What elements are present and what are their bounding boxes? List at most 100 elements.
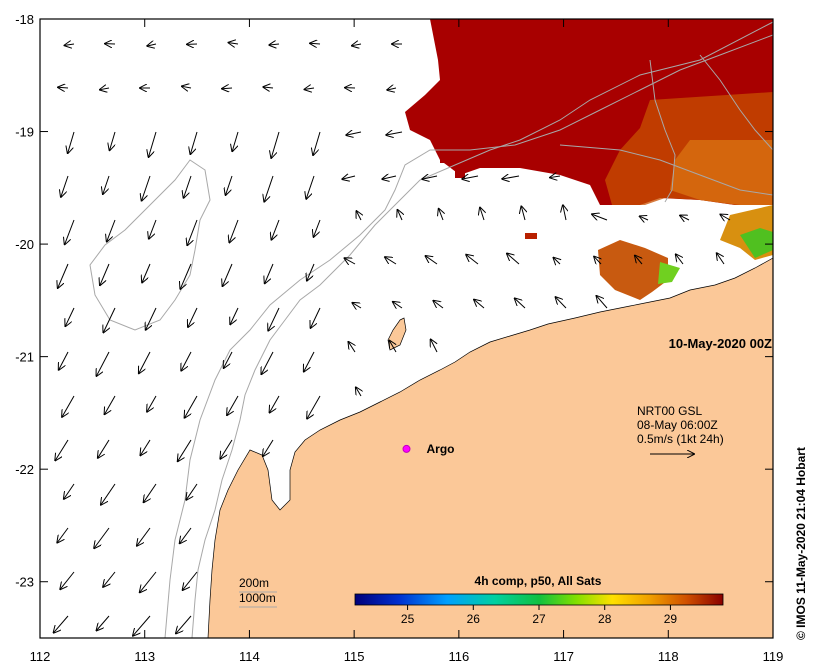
current-vector	[224, 351, 233, 368]
current-vector	[62, 395, 75, 417]
current-vector	[57, 527, 69, 542]
current-vector	[103, 307, 116, 332]
current-vector	[110, 131, 116, 150]
current-vector	[68, 131, 75, 153]
current-vector	[346, 132, 362, 135]
current-vector	[133, 615, 151, 636]
current-vector	[54, 615, 69, 633]
current-vector	[178, 439, 192, 461]
sst-swath	[405, 19, 773, 300]
current-vector	[103, 571, 116, 587]
current-vector	[263, 439, 274, 456]
current-vector	[103, 175, 110, 194]
current-legend-time: 08-May 06:00Z	[637, 418, 718, 432]
current-vector	[55, 439, 69, 460]
lon-tick-label: 112	[30, 649, 51, 664]
lat-tick-label: -20	[15, 237, 34, 252]
lat-tick-label: -21	[15, 350, 34, 365]
current-legend-source: NRT00 GSL	[637, 404, 702, 418]
current-vector	[264, 175, 274, 202]
current-vector	[222, 88, 233, 89]
current-vector	[61, 175, 69, 197]
current-vector	[144, 483, 157, 502]
current-vector	[594, 257, 601, 264]
lon-tick-label: 114	[239, 649, 260, 664]
lat-tick-label: -22	[15, 462, 34, 477]
current-vector	[474, 300, 485, 309]
lon-tick-label: 113	[134, 649, 155, 664]
argo-float: Argo	[402, 442, 455, 456]
current-vector	[433, 301, 444, 309]
current-vector	[717, 253, 725, 265]
current-vector	[356, 211, 361, 221]
current-vector	[305, 88, 315, 89]
current-vector	[480, 208, 484, 221]
current-vector	[229, 43, 239, 44]
current-vector	[387, 88, 397, 90]
current-vector	[304, 351, 315, 371]
lon-tick-label: 115	[344, 649, 365, 664]
current-vector	[98, 439, 110, 458]
current-vector	[229, 219, 239, 242]
depth-legend-200m: 200m	[239, 576, 269, 590]
current-vector	[226, 175, 233, 195]
current-vector	[186, 483, 198, 500]
latitude-axis: -18 -19 -20 -21 -22 -23	[15, 12, 773, 590]
current-vector	[182, 86, 192, 88]
current-vector	[314, 219, 321, 237]
current-vector	[462, 176, 479, 179]
argo-label: Argo	[427, 442, 455, 456]
current-vector	[306, 175, 315, 199]
lat-tick-label: -23	[15, 575, 34, 590]
current-vector	[268, 307, 280, 331]
lat-tick-label: -18	[15, 12, 34, 27]
current-vector	[345, 258, 356, 264]
current-vector	[640, 216, 649, 220]
current-vector	[426, 256, 438, 265]
current-vector	[592, 214, 608, 220]
current-vector	[146, 307, 157, 330]
current-vector	[390, 341, 397, 353]
current-vector	[263, 87, 274, 88]
current-vector	[142, 263, 151, 282]
current-vector	[149, 131, 157, 157]
current-vector	[139, 351, 151, 373]
current-vector	[431, 340, 438, 353]
current-vector	[550, 176, 561, 178]
current-vector	[227, 395, 239, 415]
colorbar-tick-label: 28	[598, 612, 612, 626]
current-vector	[515, 298, 526, 309]
current-vector	[398, 210, 402, 221]
colorbar-tick-label: 26	[467, 612, 481, 626]
current-vector	[59, 351, 69, 370]
date-label: 10-May-2020 00Z	[669, 336, 772, 351]
current-vector	[180, 263, 192, 289]
current-vector	[97, 615, 110, 630]
current-vector	[181, 351, 192, 371]
current-vector	[393, 302, 403, 308]
map-frame	[39, 18, 774, 639]
current-vector	[100, 263, 110, 285]
current-vector	[65, 44, 75, 45]
current-vector	[310, 43, 321, 44]
current-vector	[502, 176, 520, 179]
current-vector	[180, 527, 192, 543]
lon-tick-label: 117	[553, 649, 574, 664]
current-vector	[60, 571, 75, 589]
current-vector	[190, 131, 198, 154]
current-vector	[422, 176, 438, 179]
current-vector	[270, 395, 280, 412]
colorbar-tick-label: 29	[664, 612, 678, 626]
colorbar-tick-label: 25	[401, 612, 415, 626]
lon-tick-label: 119	[763, 649, 784, 664]
current-vector	[137, 527, 151, 546]
current-vector	[271, 131, 280, 158]
current-vector	[149, 219, 157, 239]
current-vector	[107, 219, 116, 241]
depth-legend-1000m: 1000m	[239, 591, 276, 605]
current-vector	[140, 571, 157, 592]
current-vector	[188, 307, 198, 327]
current-vector	[720, 215, 731, 221]
current-vector	[352, 303, 362, 308]
